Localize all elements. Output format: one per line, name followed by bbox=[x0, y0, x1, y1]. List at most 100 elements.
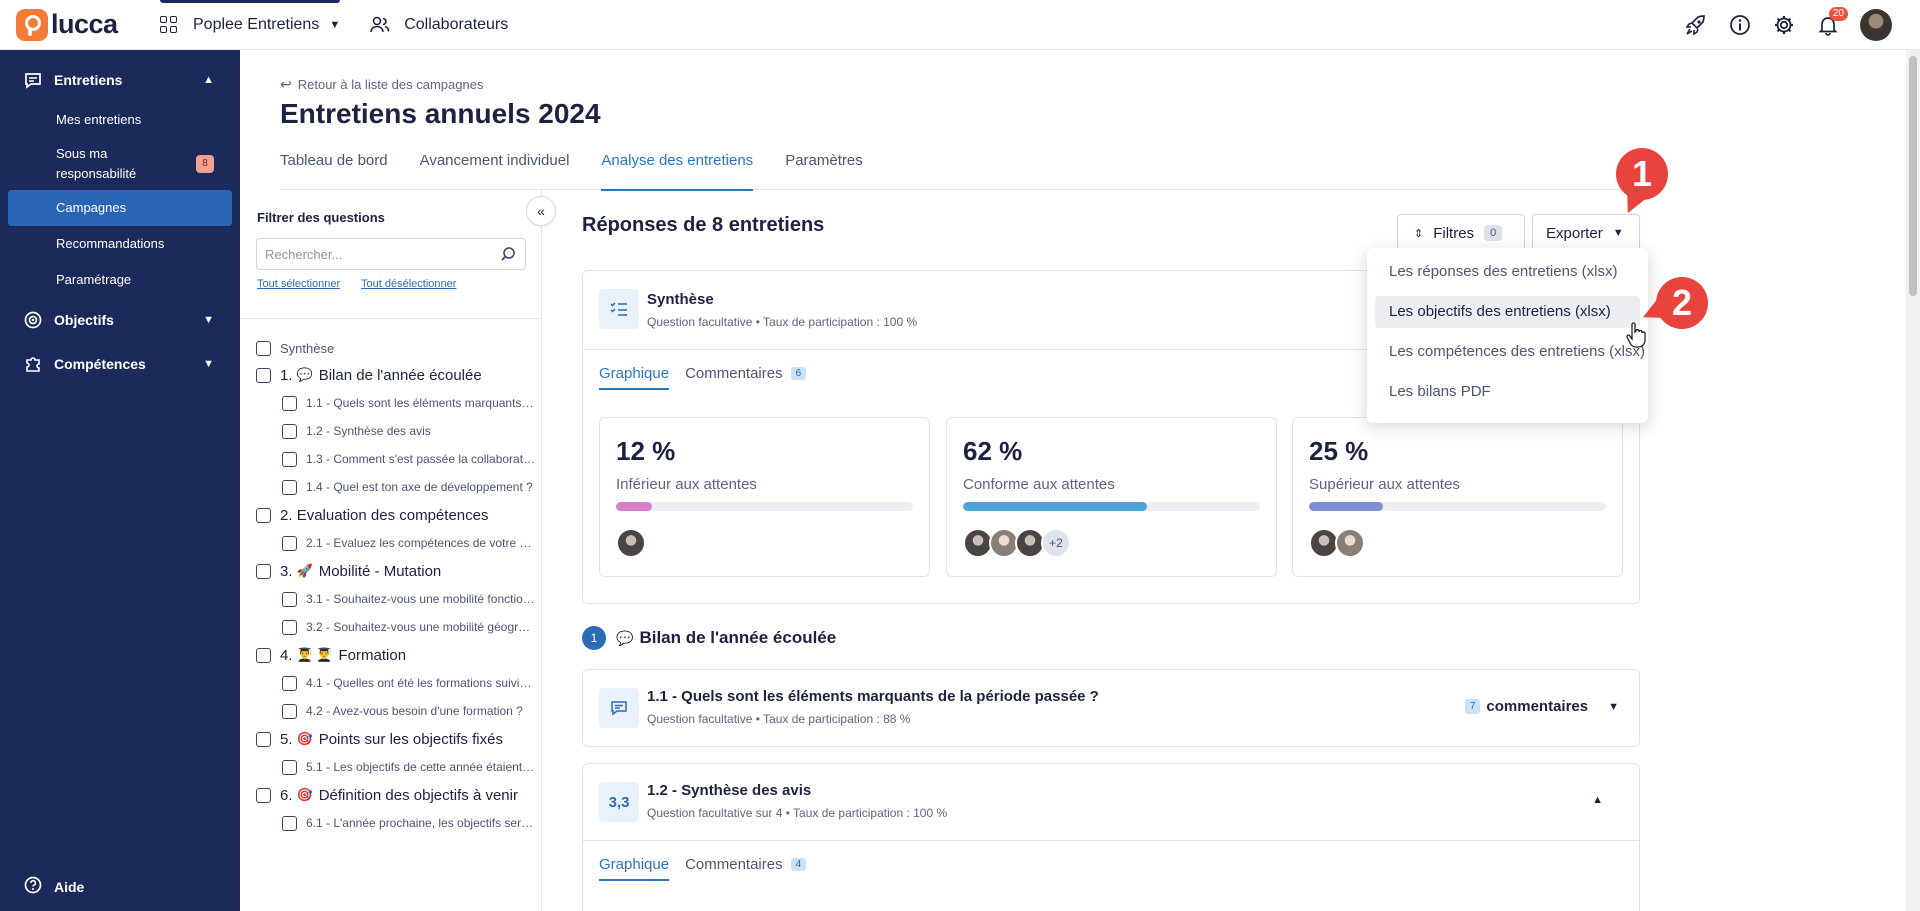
checkbox[interactable] bbox=[256, 787, 271, 803]
checkbox[interactable] bbox=[282, 423, 297, 439]
lucca-logo[interactable]: lucca bbox=[16, 8, 134, 41]
chevron-down-icon: ▼ bbox=[329, 18, 341, 31]
checkbox[interactable] bbox=[256, 563, 271, 579]
stat-card-conforme: 62 % Conforme aux attentes +2 bbox=[946, 417, 1277, 577]
list-item-section: 3. 🚀 Mobilité - Mutation bbox=[256, 557, 536, 585]
tab-graphique[interactable]: Graphique bbox=[599, 365, 670, 390]
checkbox[interactable] bbox=[282, 815, 297, 831]
section-number: 6. bbox=[280, 786, 293, 804]
tab-parametres[interactable]: Paramètres bbox=[785, 152, 863, 169]
filters-button[interactable]: ⇕ Filtres 0 bbox=[1397, 214, 1525, 252]
apps-grid-icon bbox=[160, 16, 177, 33]
more-avatars-badge[interactable]: +2 bbox=[1041, 528, 1071, 558]
stat-card-inferieur: 12 % Inférieur aux attentes bbox=[599, 417, 930, 577]
checkbox[interactable] bbox=[282, 675, 297, 691]
search-icon[interactable] bbox=[500, 246, 516, 262]
comments-count-badge: 7 bbox=[1464, 699, 1481, 714]
help-link[interactable]: Aide bbox=[24, 876, 84, 897]
checkbox[interactable] bbox=[256, 367, 271, 383]
tab-tableau-de-bord[interactable]: Tableau de bord bbox=[280, 152, 388, 169]
section-label: Bilan de l'année écoulée bbox=[318, 366, 482, 384]
scrollbar-thumb[interactable] bbox=[1909, 56, 1917, 296]
speech-bubble-icon: 💬 bbox=[296, 367, 313, 382]
tab-label: Commentaires bbox=[685, 365, 783, 382]
export-button[interactable]: Exporter ▼ bbox=[1532, 214, 1640, 252]
gear-icon[interactable] bbox=[1772, 13, 1796, 37]
sidebar-item-sous-ma-responsabilite[interactable]: Sous ma responsabilité 8 bbox=[0, 138, 240, 190]
checkbox[interactable] bbox=[282, 395, 297, 411]
card-subtitle: Question facultative • Taux de participa… bbox=[647, 712, 911, 726]
sidebar-item-recommandations[interactable]: Recommandations bbox=[56, 236, 165, 251]
checkbox[interactable] bbox=[256, 647, 271, 663]
checkbox[interactable] bbox=[256, 340, 271, 356]
checkbox[interactable] bbox=[282, 759, 297, 775]
checkbox[interactable] bbox=[256, 507, 271, 523]
section-label: Mobilité - Mutation bbox=[318, 562, 442, 580]
question-filter-panel: Filtrer des questions Tout sélectionner … bbox=[240, 190, 542, 911]
page-scrollbar[interactable] bbox=[1906, 50, 1920, 911]
checkbox[interactable] bbox=[282, 535, 297, 551]
list-item: 5.1 - Les objectifs de cette année étaie… bbox=[256, 753, 536, 781]
app-switcher[interactable]: Poplee Entretiens ▼ bbox=[134, 0, 358, 50]
avatar[interactable] bbox=[616, 528, 646, 558]
divider bbox=[240, 318, 541, 319]
sidebar-item-parametrage[interactable]: Paramétrage bbox=[56, 272, 132, 287]
section-label: Points sur les objectifs fixés bbox=[318, 730, 503, 748]
sidebar-item-campagnes[interactable]: Campagnes bbox=[8, 190, 232, 226]
collaborateurs-link[interactable]: Collaborateurs bbox=[370, 16, 508, 34]
target-icon bbox=[24, 311, 42, 329]
collapse-panel-button[interactable]: « bbox=[526, 196, 556, 226]
tab-commentaires[interactable]: Commentaires 4 bbox=[685, 856, 807, 881]
sidebar-section-objectifs[interactable]: Objectifs ▼ bbox=[0, 298, 240, 342]
sidebar-item-mes-entretiens[interactable]: Mes entretiens bbox=[56, 112, 142, 127]
checkbox[interactable] bbox=[282, 451, 297, 467]
deselect-all-link[interactable]: Tout désélectionner bbox=[361, 278, 457, 290]
avatar[interactable] bbox=[1309, 528, 1339, 558]
checkbox[interactable] bbox=[282, 703, 297, 719]
list-item: 3.1 - Souhaitez-vous une mobilité foncti… bbox=[256, 585, 536, 613]
responses-title: Réponses de 8 entretiens bbox=[582, 214, 825, 236]
select-all-link[interactable]: Tout sélectionner bbox=[257, 278, 341, 290]
section-number: 4. bbox=[280, 646, 293, 664]
checkbox[interactable] bbox=[282, 479, 297, 495]
menu-item-export-reponses[interactable]: Les réponses des entretiens (xlsx) bbox=[1389, 263, 1618, 280]
bell-icon[interactable]: 20 bbox=[1816, 7, 1848, 37]
tab-analyse-des-entretiens[interactable]: Analyse des entretiens bbox=[601, 152, 753, 191]
info-icon[interactable] bbox=[1728, 13, 1752, 37]
tab-commentaires[interactable]: Commentaires 6 bbox=[685, 365, 807, 390]
back-to-campaigns-link[interactable]: ↩ Retour à la liste des campagnes bbox=[280, 76, 483, 93]
list-item-section: 5. 🎯 Points sur les objectifs fixés bbox=[256, 725, 536, 753]
rocket-emoji-icon: 🚀 bbox=[296, 563, 313, 578]
count-badge: 8 bbox=[196, 155, 214, 173]
comments-toggle[interactable]: 7 commentaires ▼ bbox=[1464, 698, 1619, 715]
question-search-input[interactable] bbox=[256, 238, 526, 270]
checkbox[interactable] bbox=[282, 619, 297, 635]
card-subtitle: Question facultative sur 4 • Taux de par… bbox=[647, 806, 948, 820]
chevron-up-icon[interactable]: ▲ bbox=[1592, 794, 1603, 806]
sidebar-section-competences[interactable]: Compétences ▼ bbox=[0, 342, 240, 386]
question-label: 4.2 - Avez-vous besoin d'une formation ? bbox=[306, 704, 523, 718]
tab-graphique[interactable]: Graphique bbox=[599, 856, 670, 881]
step-marker-1: 1 bbox=[1616, 148, 1668, 200]
user-avatar[interactable] bbox=[1860, 9, 1892, 41]
rocket-icon[interactable] bbox=[1684, 13, 1708, 37]
question-label: 3.2 - Souhaitez-vous une mobilité géogra… bbox=[306, 620, 536, 634]
list-item: Synthèse bbox=[256, 335, 536, 361]
question-label: 1.3 - Comment s'est passée la collaborat… bbox=[306, 452, 536, 466]
menu-item-export-competences[interactable]: Les compétences des entretiens (xlsx) bbox=[1389, 343, 1645, 360]
checkbox[interactable] bbox=[256, 731, 271, 747]
question-label: 6.1 - L'année prochaine, les objectifs s… bbox=[306, 816, 536, 830]
avatar[interactable] bbox=[1335, 528, 1365, 558]
step-marker-2: 2 bbox=[1656, 277, 1708, 329]
tab-avancement-individuel[interactable]: Avancement individuel bbox=[419, 152, 570, 169]
card-title: 1.2 - Synthèse des avis bbox=[647, 782, 812, 799]
progress-fill bbox=[963, 502, 1148, 511]
menu-item-export-objectifs[interactable]: Les objectifs des entretiens (xlsx) bbox=[1375, 296, 1640, 328]
menu-item-export-bilans-pdf[interactable]: Les bilans PDF bbox=[1389, 383, 1491, 400]
sidebar-section-entretiens[interactable]: Entretiens ▲ bbox=[0, 58, 240, 102]
checkbox[interactable] bbox=[282, 591, 297, 607]
help-icon bbox=[24, 876, 42, 897]
question-card-1-1[interactable]: 1.1 - Quels sont les éléments marquants … bbox=[582, 669, 1640, 747]
sidebar-section-label: Compétences bbox=[54, 356, 146, 372]
progress-track bbox=[963, 502, 1260, 511]
